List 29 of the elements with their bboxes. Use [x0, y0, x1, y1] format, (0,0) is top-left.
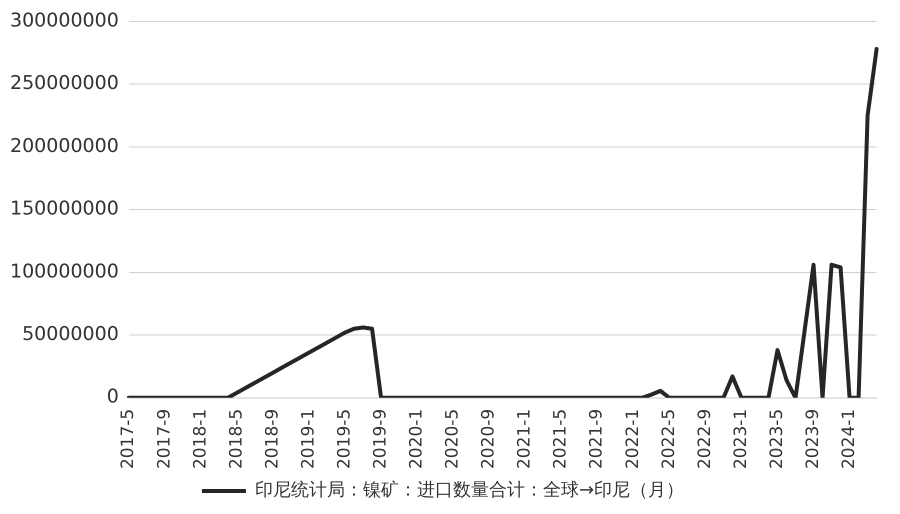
x-tick-label: 2023-5: [766, 408, 787, 470]
x-tick-label: 2018-1: [190, 408, 210, 470]
x-tick-label: 2022-9: [694, 408, 715, 470]
x-tick-label: 2021-1: [514, 408, 535, 470]
x-tick-label: 2023-9: [802, 408, 823, 470]
x-tick-label: 2018-9: [262, 408, 282, 470]
x-tick-label: 2020-9: [478, 408, 499, 470]
x-tick-label: 2021-5: [550, 408, 571, 470]
x-tick-label: 2023-1: [730, 408, 751, 470]
y-tick-label: 100000000: [10, 260, 119, 282]
x-tick-label: 2022-5: [658, 408, 679, 470]
y-tick-label: 150000000: [10, 198, 119, 220]
x-tick-label: 2022-1: [622, 408, 643, 470]
x-tick-label: 2019-5: [334, 408, 354, 470]
y-tick-label: 250000000: [10, 72, 119, 94]
y-tick-label: 0: [106, 386, 119, 408]
y-tick-label: 300000000: [10, 9, 119, 32]
y-tick-label: 50000000: [22, 322, 119, 345]
x-tick-label: 2021-9: [586, 408, 607, 470]
x-tick-label: 2018-5: [226, 408, 246, 470]
x-tick-label: 2019-9: [370, 408, 390, 470]
x-tick-label: 2017-9: [154, 408, 174, 470]
x-tick-label: 2024-1: [838, 408, 859, 470]
x-tick-label: 2020-1: [406, 408, 427, 470]
legend-label: 印尼统计局：镍矿：进口数量合计：全球→印尼（月）: [254, 480, 684, 501]
x-tick-label: 2017-5: [118, 408, 138, 470]
x-tick-label: 2020-5: [442, 408, 463, 470]
x-tick-label: 2019-1: [298, 408, 318, 470]
y-tick-label: 200000000: [10, 134, 119, 157]
